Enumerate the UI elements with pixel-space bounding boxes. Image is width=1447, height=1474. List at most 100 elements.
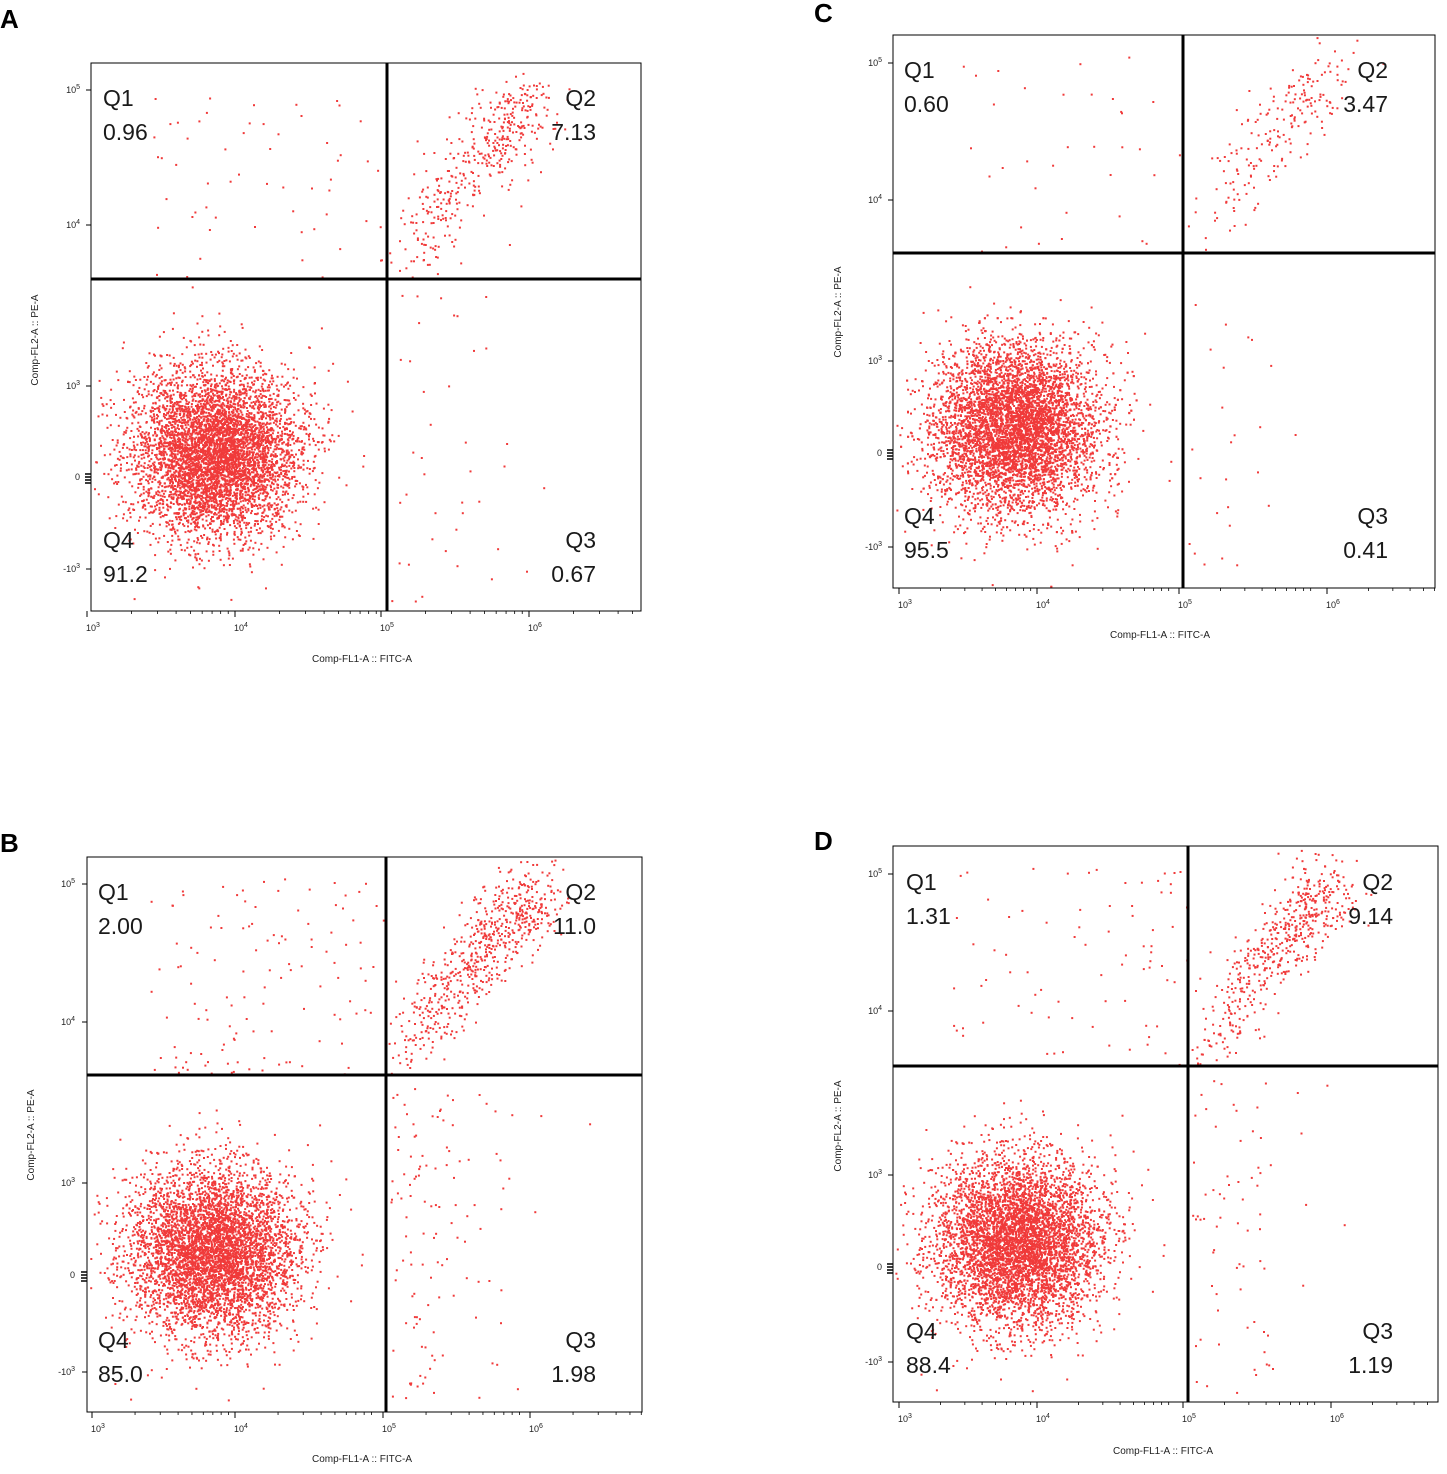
- event-dot: [243, 397, 246, 399]
- event-dot: [224, 421, 226, 424]
- event-dot: [221, 508, 224, 511]
- event-dot: [178, 443, 181, 446]
- event-dot: [269, 380, 272, 383]
- event-dot: [189, 455, 192, 458]
- event-dot: [257, 485, 260, 488]
- event-dot: [247, 366, 250, 369]
- event-dot: [284, 363, 287, 366]
- event-dot: [232, 417, 235, 420]
- event-dot: [135, 467, 138, 470]
- event-dot: [132, 456, 135, 459]
- event-dot: [174, 559, 177, 562]
- event-dot: [152, 382, 155, 385]
- event-dot: [263, 480, 266, 483]
- event-dot: [149, 511, 152, 514]
- event-dot: [172, 393, 175, 396]
- event-dot: [243, 433, 246, 436]
- event-dot: [231, 355, 234, 358]
- event-dot: [314, 382, 316, 384]
- event-dot: [186, 462, 189, 465]
- event-dot: [190, 522, 193, 525]
- event-dot: [289, 417, 292, 420]
- event-dot: [232, 406, 235, 409]
- event-dot: [228, 468, 231, 471]
- event-dot: [228, 411, 231, 414]
- event-dot: [232, 375, 235, 377]
- event-dot: [151, 477, 154, 480]
- event-dot: [308, 424, 310, 427]
- event-dot: [178, 478, 180, 481]
- event-dot: [156, 434, 159, 437]
- event-dot: [211, 353, 214, 356]
- event-dot: [181, 443, 184, 446]
- event-dot: [121, 456, 124, 459]
- event-dot: [266, 468, 269, 471]
- event-dot: [312, 460, 315, 463]
- event-dot: [218, 399, 221, 402]
- event-dot: [223, 478, 226, 481]
- event-dot: [166, 432, 169, 435]
- event-dot: [152, 497, 155, 499]
- event-dot: [247, 470, 250, 472]
- event-dot: [189, 365, 192, 368]
- event-dot: [284, 411, 286, 414]
- event-dot: [271, 374, 273, 377]
- event-dot: [177, 366, 180, 369]
- event-dot: [233, 494, 236, 496]
- event-dot: [170, 543, 173, 546]
- event-dot: [291, 462, 294, 464]
- event-dot: [292, 376, 295, 379]
- event-dot: [203, 482, 206, 485]
- event-dot: [217, 459, 220, 462]
- event-dot: [228, 360, 231, 363]
- event-dot: [133, 448, 136, 451]
- event-dot: [145, 431, 148, 434]
- event-dot: [171, 465, 173, 468]
- event-dot: [131, 422, 134, 425]
- event-dot: [215, 513, 218, 516]
- event-dot: [153, 494, 156, 497]
- event-dot: [190, 465, 193, 468]
- event-dot: [199, 386, 202, 389]
- event-dot: [211, 468, 214, 470]
- event-dot: [244, 506, 247, 509]
- event-dot: [133, 446, 136, 449]
- event-dot: [198, 407, 201, 410]
- event-dot: [233, 532, 236, 535]
- event-dot: [308, 412, 311, 415]
- event-dot: [137, 455, 140, 458]
- event-dot: [181, 482, 184, 485]
- event-dot: [227, 414, 230, 417]
- event-dot: [180, 548, 183, 551]
- event-dot: [261, 456, 264, 459]
- event-dot: [176, 496, 179, 499]
- event-dot: [201, 471, 204, 474]
- event-dot: [185, 441, 188, 444]
- event-dot: [190, 493, 193, 496]
- event-dot: [261, 450, 264, 453]
- event-dot: [180, 405, 183, 408]
- event-dot: [246, 382, 249, 385]
- event-dot: [277, 503, 280, 506]
- event-dot: [303, 442, 306, 445]
- event-dot: [186, 444, 189, 446]
- event-dot: [165, 414, 168, 417]
- event-dot: [261, 499, 264, 502]
- event-dot: [198, 427, 201, 430]
- event-dot: [155, 456, 158, 459]
- event-dot: [312, 437, 315, 440]
- event-dot: [317, 426, 320, 429]
- event-dot: [267, 478, 270, 481]
- event-dot: [198, 488, 201, 491]
- event-dot: [222, 422, 225, 425]
- event-dot: [192, 566, 194, 569]
- event-dot: [229, 427, 232, 430]
- event-dot: [201, 375, 204, 378]
- event-dot: [153, 353, 155, 356]
- event-dot: [156, 427, 159, 430]
- event-dot: [238, 467, 241, 470]
- event-dot: [193, 540, 196, 543]
- event-dot: [158, 408, 161, 411]
- event-dot: [283, 526, 286, 529]
- event-dot: [244, 494, 247, 497]
